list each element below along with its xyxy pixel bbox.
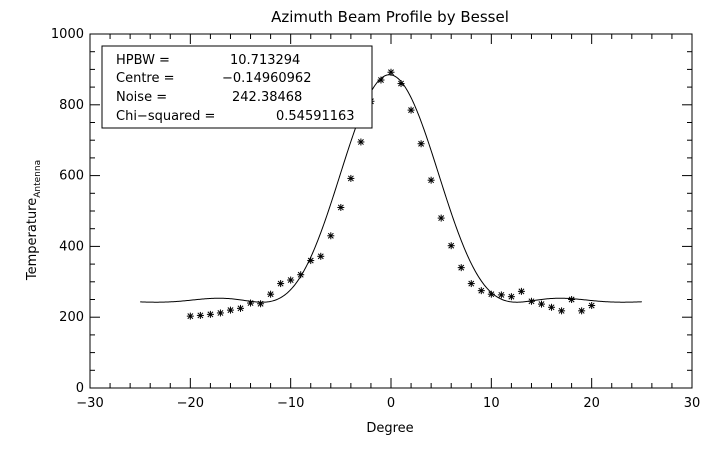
data-point bbox=[548, 303, 556, 311]
x-tick-label: 20 bbox=[583, 396, 600, 411]
data-point bbox=[247, 299, 255, 307]
data-point bbox=[568, 296, 576, 303]
x-axis-tick-labels: −30 −20 −10 0 10 20 30 bbox=[76, 396, 700, 411]
param-value-chi-squared: 0.54591163 bbox=[276, 109, 355, 124]
param-label-chi-squared: Chi−squared = bbox=[116, 109, 215, 124]
data-point bbox=[287, 276, 295, 284]
y-tick-label: 1000 bbox=[51, 27, 84, 42]
data-point bbox=[558, 307, 566, 315]
data-point bbox=[387, 68, 395, 76]
param-value-hpbw: 10.713294 bbox=[230, 53, 300, 68]
x-tick-label: −10 bbox=[277, 396, 304, 411]
chart-title: Azimuth Beam Profile by Bessel bbox=[271, 8, 509, 26]
y-axis-label: TemperatureAntenna bbox=[25, 160, 43, 281]
data-point bbox=[527, 297, 535, 305]
data-point bbox=[578, 307, 586, 315]
data-point bbox=[337, 203, 345, 211]
data-point bbox=[447, 242, 455, 250]
x-tick-label: 30 bbox=[684, 396, 701, 411]
x-tick-label: −20 bbox=[177, 396, 204, 411]
data-point bbox=[407, 106, 415, 114]
data-point bbox=[317, 252, 325, 260]
x-tick-label: 0 bbox=[387, 396, 395, 411]
y-axis-label-subscript: Antenna bbox=[33, 160, 43, 198]
x-axis-label: Degree bbox=[366, 421, 413, 436]
data-point bbox=[237, 304, 244, 312]
data-point bbox=[507, 293, 515, 301]
data-point bbox=[267, 290, 275, 298]
y-axis-tick-labels: 0 200 400 600 800 1000 bbox=[51, 27, 84, 396]
param-value-centre: −0.14960962 bbox=[222, 71, 311, 86]
y-tick-label: 800 bbox=[59, 98, 84, 113]
y-tick-label: 600 bbox=[59, 169, 84, 184]
data-point bbox=[327, 232, 335, 240]
data-point bbox=[467, 280, 475, 288]
y-tick-label: 400 bbox=[59, 239, 84, 254]
data-point bbox=[538, 300, 545, 308]
param-label-noise: Noise = bbox=[116, 90, 167, 105]
data-point bbox=[206, 310, 214, 318]
data-point bbox=[588, 302, 596, 310]
data-point bbox=[357, 138, 365, 146]
param-label-hpbw: HPBW = bbox=[116, 53, 170, 68]
data-point bbox=[417, 140, 425, 148]
data-point bbox=[517, 287, 525, 295]
data-point bbox=[377, 76, 385, 84]
data-point bbox=[186, 312, 194, 320]
param-label-centre: Centre = bbox=[116, 71, 175, 86]
data-point bbox=[457, 264, 465, 272]
y-axis-ticks bbox=[90, 33, 692, 389]
x-tick-label: 10 bbox=[483, 396, 500, 411]
data-point bbox=[297, 271, 305, 279]
y-tick-label: 200 bbox=[59, 310, 84, 325]
fit-parameters-box: HPBW = 10.713294 Centre = −0.14960962 No… bbox=[101, 45, 373, 129]
data-point bbox=[427, 176, 435, 184]
data-point bbox=[277, 280, 285, 288]
data-point bbox=[216, 309, 224, 317]
y-axis-label-main: Temperature bbox=[25, 198, 40, 281]
data-point bbox=[257, 300, 265, 308]
fit-parameters-border bbox=[101, 45, 373, 129]
data-point bbox=[307, 257, 315, 265]
data-point bbox=[196, 311, 204, 319]
data-points bbox=[186, 68, 596, 320]
data-point bbox=[347, 174, 355, 182]
data-point bbox=[477, 287, 485, 295]
x-tick-label: −30 bbox=[76, 396, 103, 411]
data-point bbox=[497, 291, 505, 299]
data-point bbox=[437, 214, 445, 222]
param-value-noise: 242.38468 bbox=[232, 90, 302, 105]
data-point bbox=[487, 290, 495, 298]
x-axis-ticks bbox=[89, 34, 693, 388]
data-point bbox=[226, 306, 234, 314]
y-tick-label: 0 bbox=[76, 381, 84, 396]
data-point bbox=[397, 80, 405, 88]
